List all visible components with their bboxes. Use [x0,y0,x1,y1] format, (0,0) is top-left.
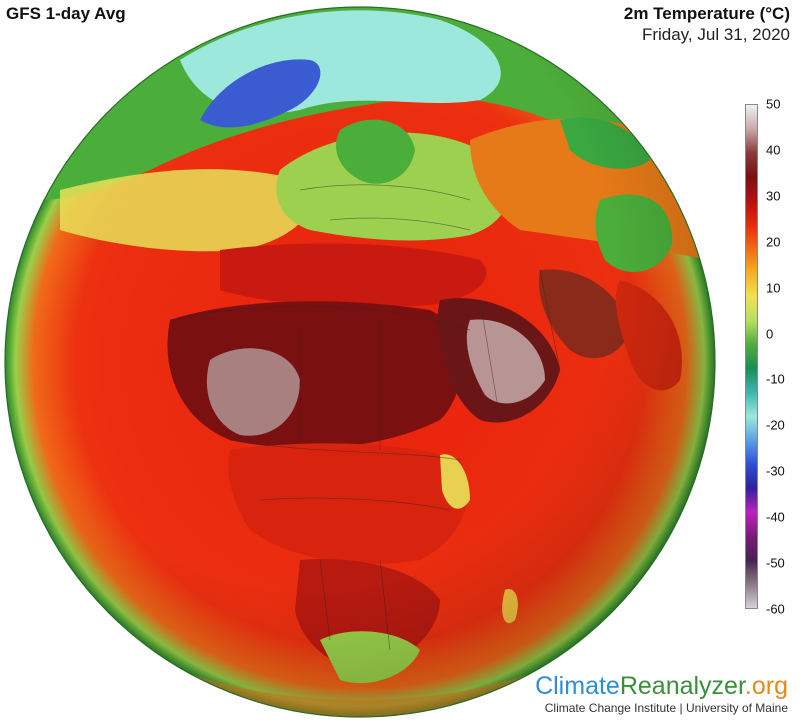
brand-logo[interactable]: ClimateReanalyzer.org [535,672,788,701]
colorbar-tick-label: 30 [766,188,781,204]
temperature-colorbar [745,104,758,609]
colorbar-tick-label: 20 [766,234,781,250]
map-title: GFS 1-day Avg [6,4,126,23]
colorbar-tick-label: -10 [766,371,785,387]
colorbar-tick-label: -30 [766,463,785,479]
brand-org: .org [744,672,788,700]
colorbar-tick-label: 40 [766,142,781,158]
variable-title: 2m Temperature (°C) [623,4,790,23]
brand-climate: Climate [535,672,620,700]
colorbar-tick-label: -20 [766,417,785,433]
colorbar-tick-label: -40 [766,509,785,525]
colorbar-tick-label: -50 [766,555,785,571]
brand-reanalyzer: Reanalyzer [619,672,745,700]
colorbar-tick-label: 0 [766,326,774,342]
colorbar-tick-label: -60 [766,601,785,617]
colorbar-tick-label: 50 [766,96,781,112]
colorbar-tick-labels: 50 40 30 20 10 0 -10 -20 -30 -40 -50 -60 [766,97,800,617]
date-label: Friday, Jul 31, 2020 [641,25,790,44]
brand-institute: Climate Change Institute | University of… [544,701,788,715]
colorbar-tick-label: 10 [766,280,781,296]
